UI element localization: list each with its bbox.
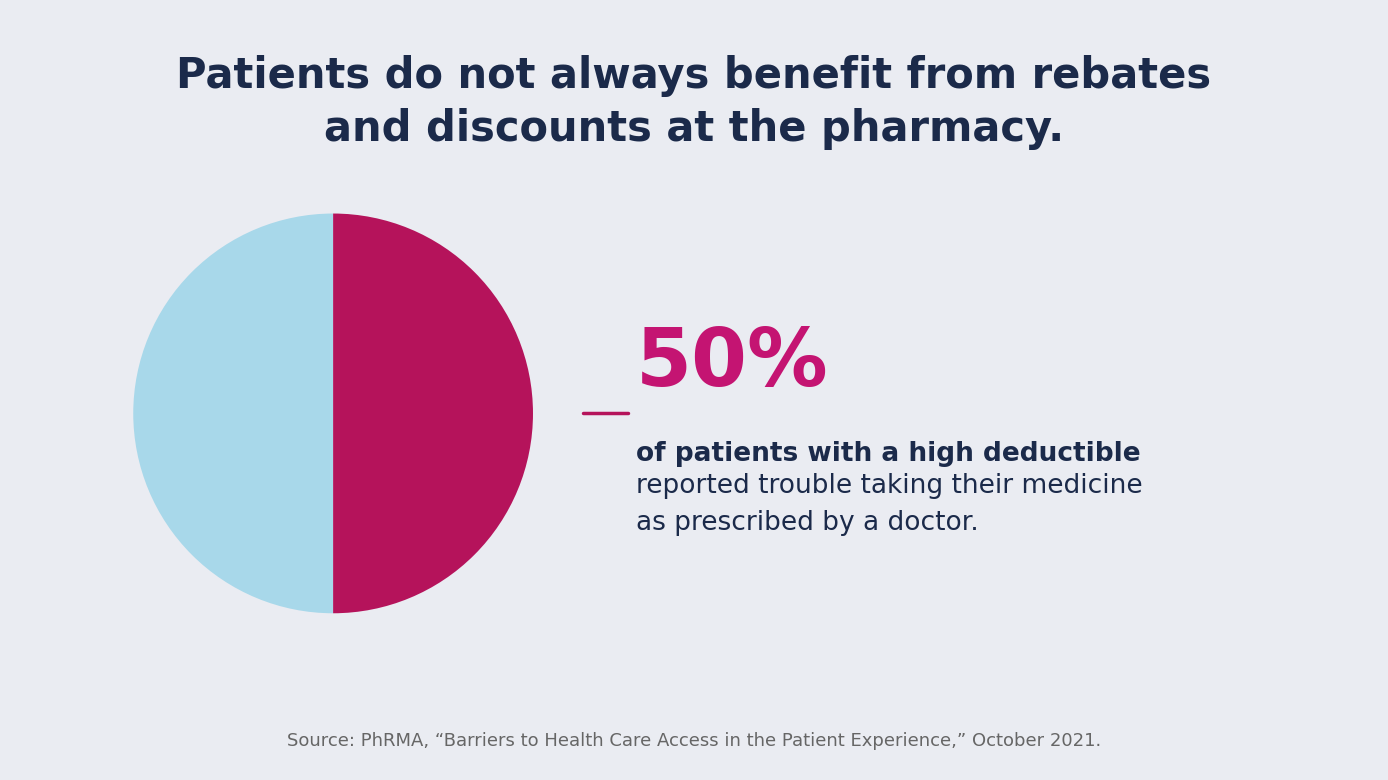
Text: of patients with a high deductible: of patients with a high deductible [636,441,1141,467]
Text: 50%: 50% [636,325,829,403]
Wedge shape [133,214,333,613]
Wedge shape [333,214,533,613]
Text: reported trouble taking their medicine
as prescribed by a doctor.: reported trouble taking their medicine a… [636,473,1142,537]
Text: Source: PhRMA, “Barriers to Health Care Access in the Patient Experience,” Octob: Source: PhRMA, “Barriers to Health Care … [287,732,1101,750]
Text: Patients do not always benefit from rebates
and discounts at the pharmacy.: Patients do not always benefit from reba… [176,55,1212,150]
